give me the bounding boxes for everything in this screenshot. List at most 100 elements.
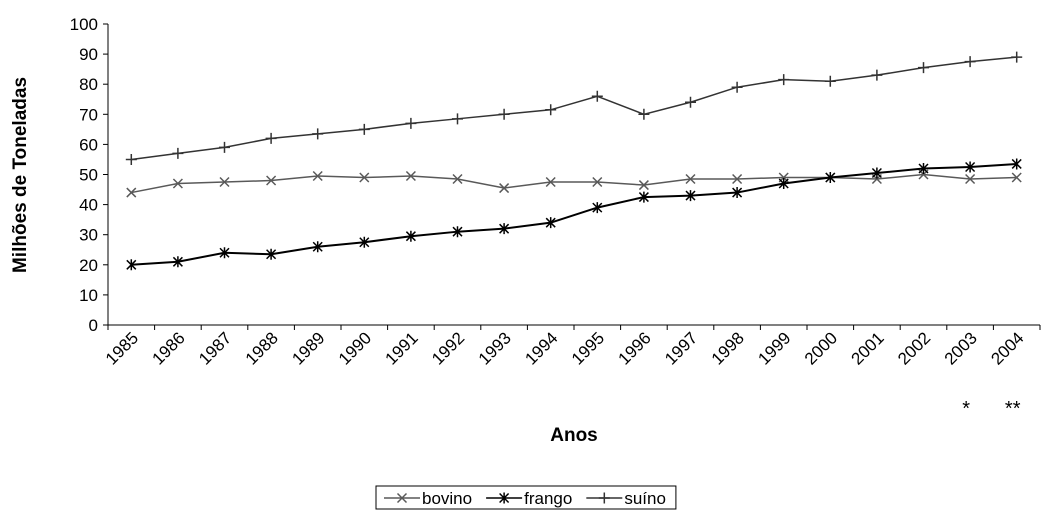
point-marker xyxy=(312,170,323,182)
point-marker xyxy=(592,176,603,188)
point-marker xyxy=(359,236,370,248)
x-axis-label: Anos xyxy=(550,425,598,446)
x-tick-label: 2001 xyxy=(848,328,888,368)
point-marker xyxy=(965,173,976,185)
legend-marker xyxy=(396,492,408,504)
y-tick-label: 0 xyxy=(89,316,98,335)
point-marker xyxy=(219,176,230,188)
point-marker xyxy=(732,173,743,185)
point-marker xyxy=(125,153,137,165)
point-marker xyxy=(499,183,510,194)
point-marker xyxy=(918,62,929,74)
x-tick-label: 1997 xyxy=(661,328,701,368)
x-tick-label: 2004 xyxy=(987,328,1027,368)
point-marker xyxy=(638,191,649,203)
point-marker xyxy=(452,173,463,185)
x-tick-label: 1989 xyxy=(288,328,328,368)
annotation: * xyxy=(962,398,970,420)
x-tick-label: 2003 xyxy=(941,328,981,368)
point-marker xyxy=(266,175,277,186)
point-marker xyxy=(312,241,323,253)
point-marker xyxy=(638,108,650,120)
x-tick-label: 1993 xyxy=(475,328,515,368)
point-marker xyxy=(964,56,976,68)
x-tick-label: 1994 xyxy=(521,328,561,368)
y-tick-label: 10 xyxy=(79,286,98,305)
point-marker xyxy=(1011,158,1022,170)
x-tick-label: 2000 xyxy=(801,328,841,368)
legend-box xyxy=(375,485,677,510)
legend: bovino frango suíno xyxy=(375,485,677,510)
point-marker xyxy=(219,247,230,259)
point-marker xyxy=(638,180,649,191)
point-marker xyxy=(126,259,137,271)
point-marker xyxy=(265,132,277,144)
y-tick-label: 30 xyxy=(79,226,98,245)
x-tick-label: 1991 xyxy=(382,328,422,368)
annotation: ** xyxy=(1005,398,1021,420)
point-marker xyxy=(266,248,277,260)
point-marker xyxy=(405,230,416,242)
point-marker xyxy=(591,90,603,102)
point-marker xyxy=(824,75,836,87)
y-tick-label: 90 xyxy=(79,45,98,64)
series-line xyxy=(131,173,1017,194)
y-tick-label: 20 xyxy=(79,256,98,275)
point-marker xyxy=(312,128,324,140)
x-tick-label: 1988 xyxy=(242,328,282,368)
y-tick-label: 60 xyxy=(79,135,98,154)
point-marker xyxy=(778,178,789,190)
point-marker xyxy=(545,176,556,188)
x-tick-label: 1990 xyxy=(335,328,375,368)
x-tick-label: 1995 xyxy=(568,328,608,368)
point-marker xyxy=(965,161,976,173)
legend-marker xyxy=(598,492,610,504)
x-tick-label: 1996 xyxy=(615,328,655,368)
point-marker xyxy=(172,147,184,159)
point-marker xyxy=(172,178,183,189)
x-tick-label: 1998 xyxy=(708,328,748,368)
series-line xyxy=(131,162,1017,266)
point-marker xyxy=(778,74,790,86)
x-tick-label: 1986 xyxy=(149,328,189,368)
x-tick-label: 1999 xyxy=(754,328,794,368)
point-marker xyxy=(732,187,743,199)
point-marker xyxy=(731,81,743,93)
legend-label: bovino xyxy=(422,489,472,508)
point-marker xyxy=(359,172,370,183)
point-marker xyxy=(918,162,929,174)
y-tick-label: 70 xyxy=(79,105,98,124)
point-marker xyxy=(1011,51,1023,63)
legend-label: suíno xyxy=(624,489,666,508)
point-marker xyxy=(498,108,510,120)
point-marker xyxy=(405,170,416,182)
point-marker xyxy=(405,117,417,129)
point-marker xyxy=(499,223,510,235)
point-marker xyxy=(452,226,463,238)
point-marker xyxy=(685,173,696,185)
point-marker xyxy=(871,167,882,179)
y-tick-label: 80 xyxy=(79,75,98,94)
legend-marker xyxy=(499,492,510,504)
point-marker xyxy=(685,190,696,202)
point-marker xyxy=(358,123,370,135)
x-tick-label: 2002 xyxy=(894,328,934,368)
point-marker xyxy=(452,113,463,125)
point-marker xyxy=(1011,172,1022,183)
point-marker xyxy=(126,187,137,198)
y-axis-label: Milhões de Toneladas xyxy=(10,77,31,273)
x-tick-label: 1985 xyxy=(102,328,142,368)
x-tick-label: 1992 xyxy=(428,328,468,368)
series-line xyxy=(131,56,1017,161)
point-marker xyxy=(871,69,883,81)
point-marker xyxy=(825,172,836,184)
x-tick-label: 1987 xyxy=(195,328,235,368)
legend-label: frango xyxy=(524,489,572,508)
point-marker xyxy=(685,96,696,108)
y-tick-label: 50 xyxy=(79,166,98,185)
point-marker xyxy=(545,104,557,116)
y-tick-label: 40 xyxy=(79,196,98,215)
point-marker xyxy=(219,141,230,153)
y-tick-label: 100 xyxy=(70,15,98,34)
